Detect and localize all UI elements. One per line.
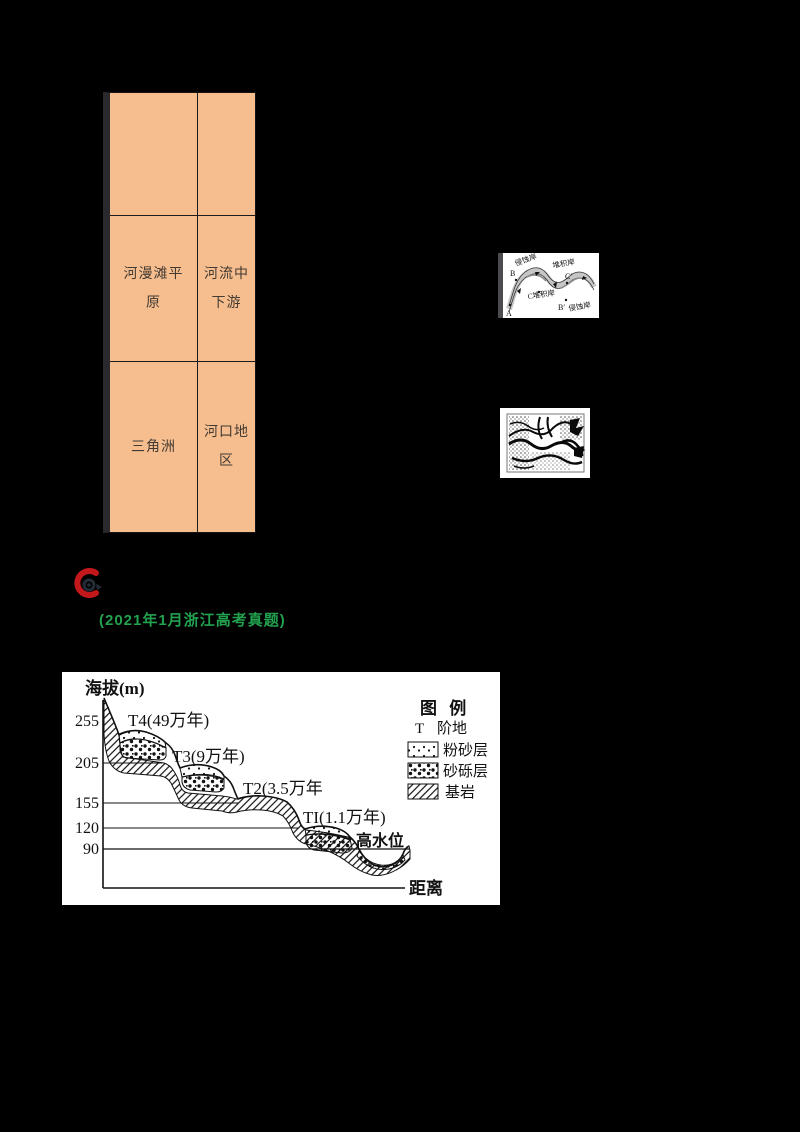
legend-bedrock-label: 基岩 — [445, 784, 475, 801]
deposit-bank-mid-label: C堆积岸 — [527, 287, 556, 301]
point-c-prime-label: C′ — [565, 272, 572, 281]
erosion-bank-bottom-label: 侵蚀岸 — [568, 299, 592, 313]
tick-255: 255 — [75, 713, 99, 730]
table-cell — [198, 93, 255, 216]
tick-90: 90 — [83, 841, 99, 858]
point-a-label: A — [506, 309, 512, 318]
t3-gravel-layer — [181, 773, 225, 793]
terrace-t2-label: T2(3.5万年 — [243, 779, 323, 798]
legend-terrace-label: 阶地 — [437, 720, 467, 737]
high-water-label: 高水位 — [356, 831, 404, 850]
landform-table: 河漫滩平原 河流中下游 三角洲 河口地区 — [103, 92, 256, 533]
table-cell-mid-lower-reach: 河流中下游 — [198, 216, 255, 362]
point-b-label: B — [510, 269, 515, 278]
terrace-t4-label: T4(49万年) — [128, 711, 209, 730]
table-cell-floodplain: 河漫滩平原 — [110, 216, 198, 362]
terrace-t3-label: T3(9万年) — [172, 747, 245, 766]
t4-gravel-layer — [119, 738, 167, 761]
x-axis-label: 距离 — [409, 878, 443, 898]
legend-terrace-symbol: T — [415, 721, 424, 737]
table-cell — [110, 93, 198, 216]
y-axis-label: 海拔(m) — [85, 678, 144, 698]
silt-pattern-swatch — [407, 741, 439, 758]
point-b-prime-label: B′ — [558, 303, 565, 312]
legend-title: 图 例 — [420, 698, 470, 718]
t1-gravel-layer — [305, 833, 353, 854]
table-cell-estuary: 河口地区 — [198, 362, 255, 532]
meander-river-sketch: 侵蚀岸 B 堆积岸 C′ C堆积岸 B′ 侵蚀岸 A — [506, 251, 597, 318]
deposit-bank-top-label: 堆积岸 — [552, 256, 576, 270]
delta-satellite-image — [506, 413, 585, 473]
terrain-surface-line — [103, 697, 410, 868]
meander-diagram-figure: 侵蚀岸 B 堆积岸 C′ C堆积岸 B′ 侵蚀岸 A — [498, 251, 599, 318]
bedrock-pattern-swatch — [407, 783, 439, 800]
tick-205: 205 — [75, 755, 99, 772]
tick-155: 155 — [75, 795, 99, 812]
tick-120: 120 — [75, 820, 99, 837]
delta-satellite-figure — [500, 408, 590, 478]
table-cell-delta: 三角洲 — [110, 362, 198, 532]
legend-gravel-label: 砂砾层 — [443, 763, 488, 780]
gravel-pattern-swatch — [407, 762, 439, 779]
target-bullet-icon — [72, 566, 102, 600]
erosion-bank-top-label: 侵蚀岸 — [513, 253, 538, 268]
exam-reference-text: (2021年1月浙江高考真题) — [99, 612, 286, 629]
legend-silt-label: 粉砂层 — [443, 742, 488, 759]
terrace-cross-section-figure: 海拔(m) 距离 255 205 155 120 90 — [62, 672, 500, 905]
terrace-t1-label: TI(1.1万年) — [303, 808, 386, 827]
